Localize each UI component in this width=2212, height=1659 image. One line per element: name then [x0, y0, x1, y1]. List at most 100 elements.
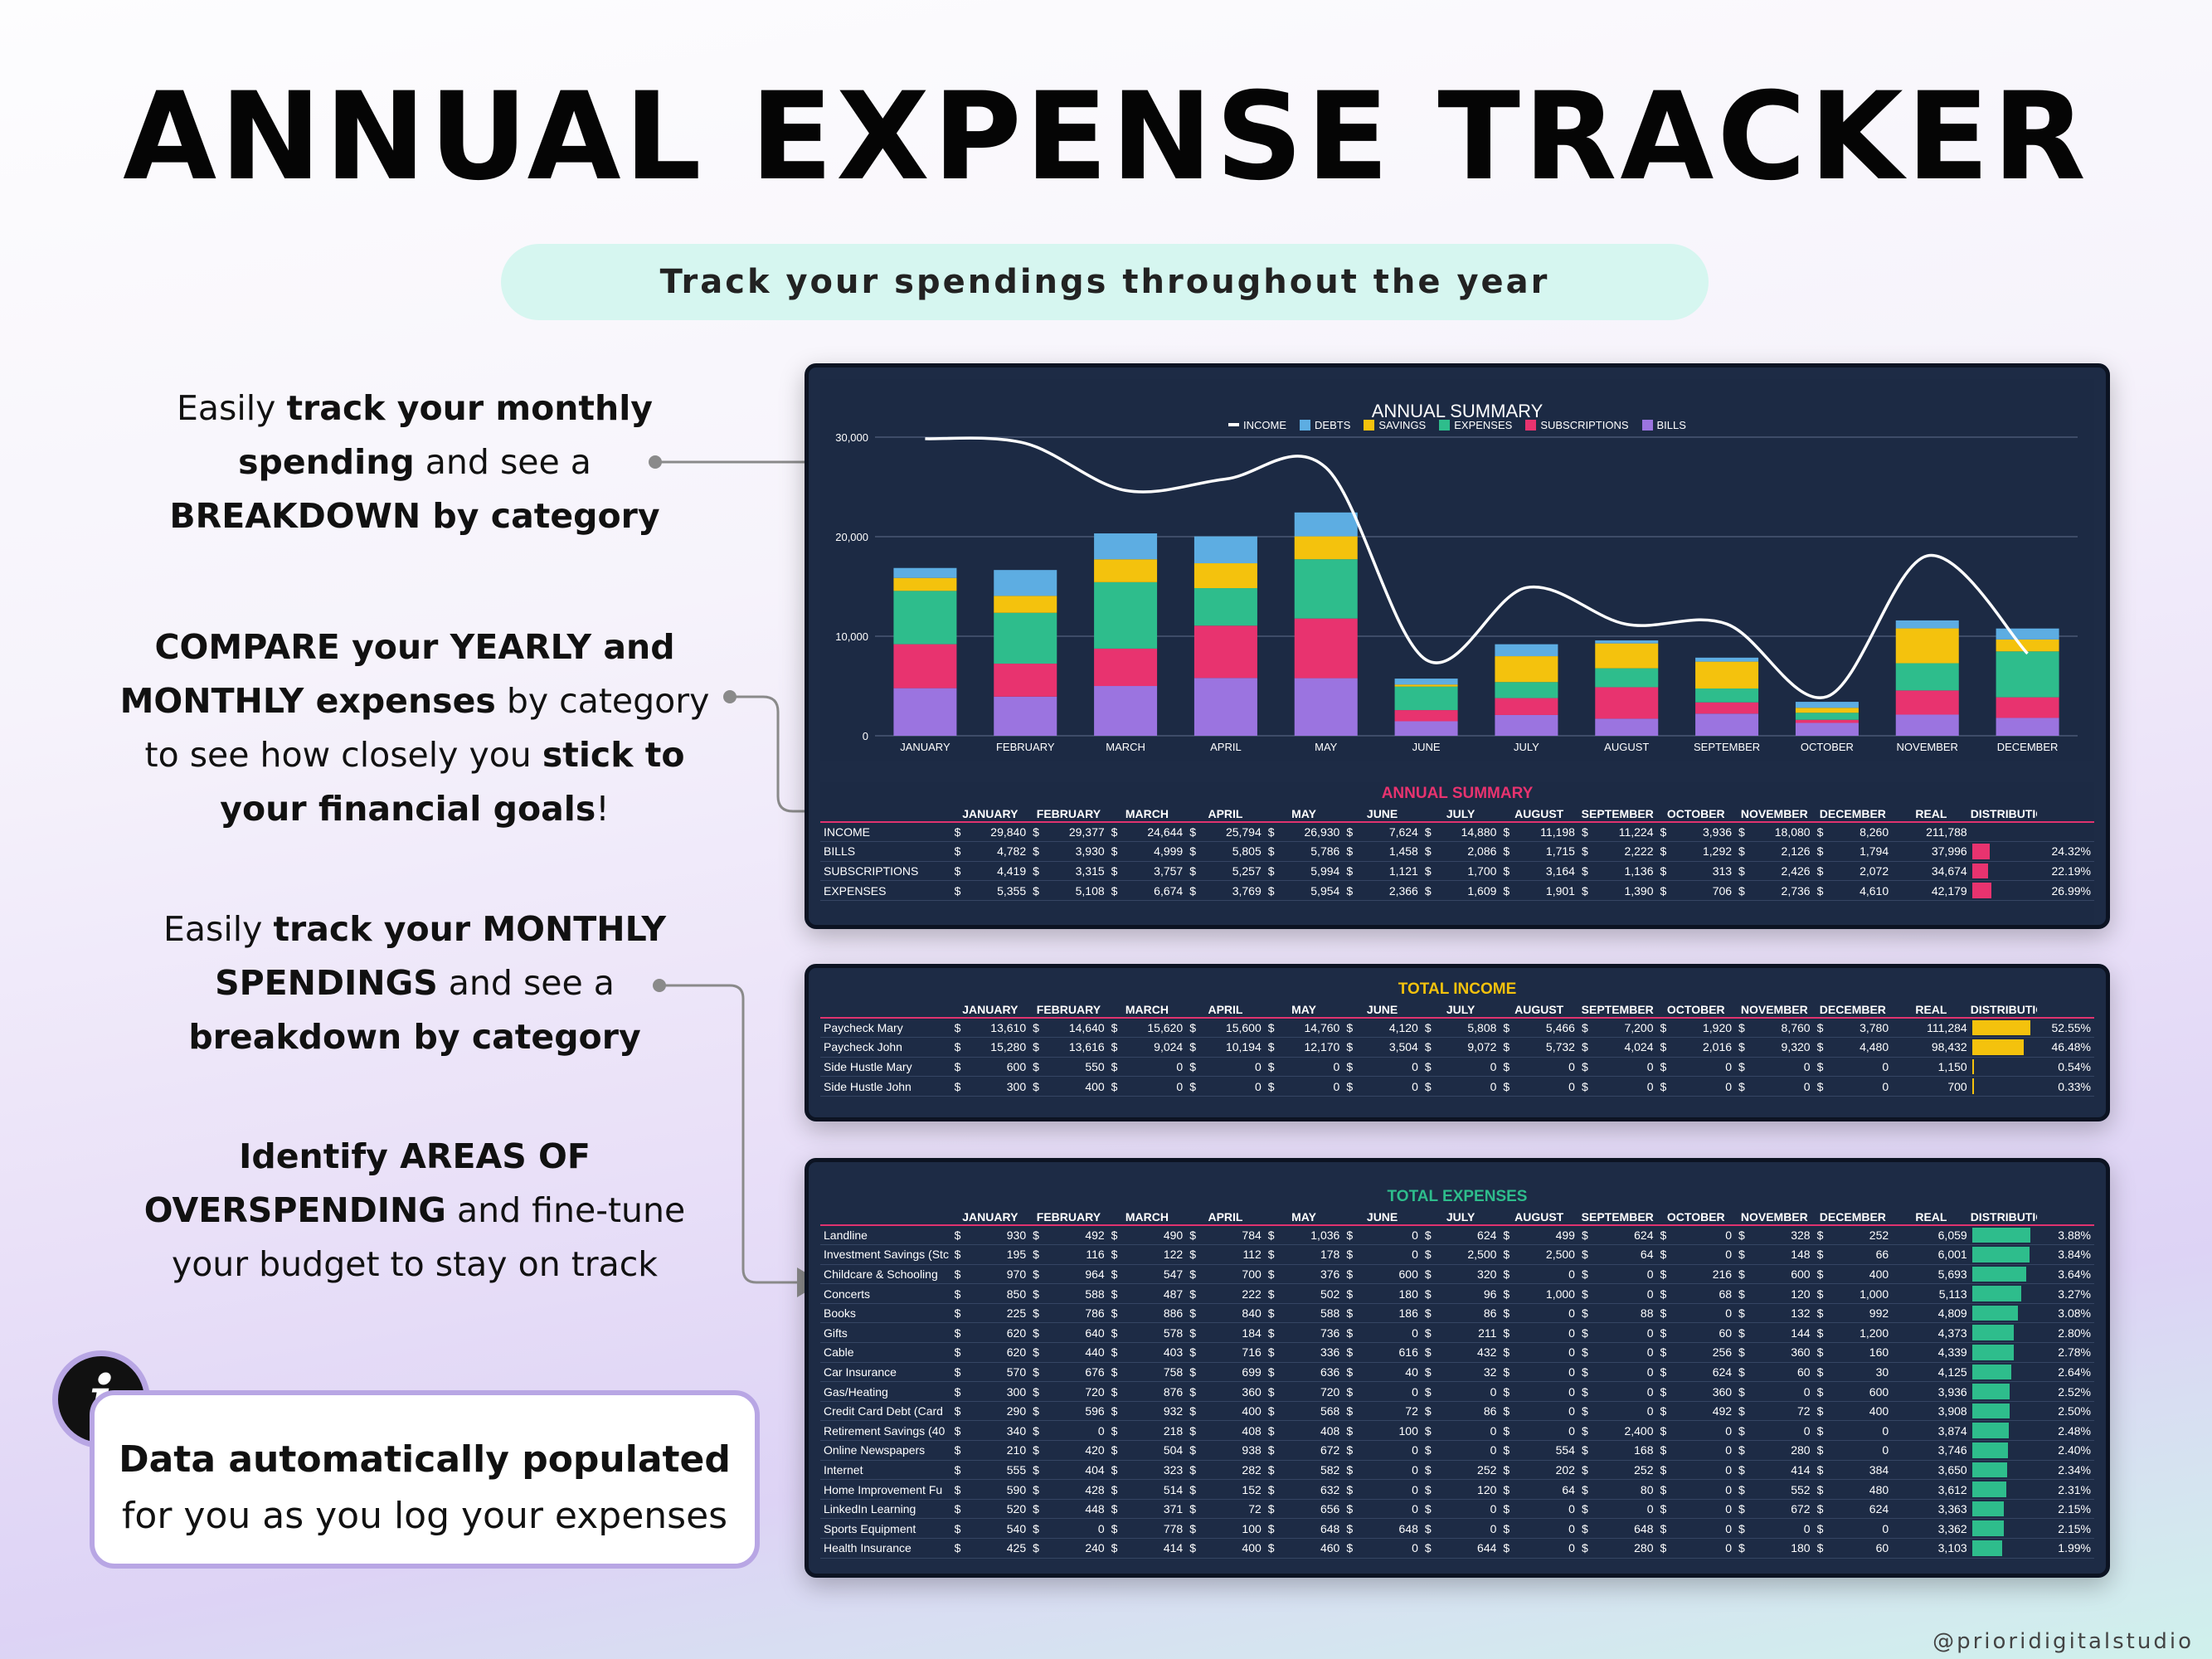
cell-value: $15,600 [1186, 1018, 1265, 1039]
bar-subscriptions [1294, 618, 1358, 679]
feature-text: track your monthly [286, 388, 654, 428]
amount: 0 [1725, 1462, 1733, 1477]
cell-value: $0 [1656, 1479, 1736, 1500]
cell-value: $1,390 [1578, 880, 1657, 901]
cell-value: $122 [1107, 1244, 1187, 1265]
currency-symbol: $ [1267, 864, 1275, 878]
amount: 1,609 [1467, 883, 1497, 898]
amount: 2,426 [1781, 864, 1811, 878]
amount: 0 [1568, 1267, 1575, 1281]
table-row: INCOME $29,840 $29,377 $24,644 $25,794 $26,93… [820, 822, 2094, 843]
cell-value: $2,500 [1421, 1244, 1500, 1265]
feature-text: stick to [542, 735, 685, 775]
currency-symbol: $ [1816, 1079, 1824, 1093]
currency-symbol: $ [1581, 1502, 1588, 1516]
amount: 9,320 [1781, 1040, 1811, 1054]
legend-swatch [1641, 420, 1653, 431]
cell-value: $0 [1343, 1244, 1422, 1265]
amount: 376 [1320, 1267, 1340, 1281]
cell-value: $0 [1343, 1499, 1422, 1520]
annual-summary-chart: 0 10,000 20,000 30,000 JANUARY FEBRUARY MARCH A… [835, 431, 2078, 753]
legend-item-savings: SAVINGS [1364, 419, 1426, 431]
cell-value: $1,901 [1500, 880, 1578, 901]
table-row: Gifts $620 $640 $578 $184 $736 $0 $211 $0 $0 $60 $1… [820, 1322, 2094, 1344]
currency-symbol: $ [1267, 825, 1275, 839]
cell-value: $1,136 [1578, 861, 1657, 882]
cell-value: $1,458 [1343, 841, 1422, 862]
amount: 0 [1490, 1521, 1497, 1535]
currency-symbol: $ [1033, 1345, 1039, 1360]
amount: 699 [1242, 1365, 1262, 1379]
cell-value: $29,840 [950, 822, 1030, 843]
currency-symbol: $ [1816, 1228, 1824, 1243]
currency-symbol: $ [1424, 1404, 1432, 1418]
currency-symbol: $ [1424, 1462, 1432, 1477]
legend-label: INCOME [1243, 419, 1287, 431]
cell-value: $620 [950, 1342, 1030, 1363]
currency-symbol: $ [1267, 1059, 1275, 1073]
table-row: Side Hustle Mary $600 $550 $0 $0 $0 $0 $0 $0 $0 $0… [820, 1057, 2094, 1078]
bar-debts [1094, 533, 1158, 560]
cell-value: $256 [1656, 1342, 1736, 1363]
distribution-percent: 2.48% [2036, 1420, 2094, 1442]
currency-symbol: $ [1346, 1306, 1354, 1321]
x-tick-label: JULY [1514, 741, 1539, 753]
amount: 0 [1097, 1521, 1105, 1535]
currency-symbol: $ [1267, 1423, 1275, 1438]
amount: 186 [1398, 1306, 1418, 1321]
amount: 0 [1333, 1079, 1340, 1093]
cell-value: $24,644 [1107, 822, 1187, 843]
currency-symbol: $ [1581, 1267, 1588, 1281]
feature-track-spendings: Easily track your MONTHLY SPENDINGS and s… [100, 902, 730, 1064]
cell-value: $676 [1029, 1362, 1108, 1383]
annual-summary-panel: ANNUAL SUMMARY INCOME DEBTS SAVINGS EXPENSE… [805, 363, 2110, 929]
real-total: 1,150 [1892, 1057, 1971, 1078]
cell-value: $0 [1813, 1076, 1893, 1097]
currency-symbol: $ [1189, 1306, 1197, 1321]
column-header: SEPTEMBER [1578, 1001, 1657, 1019]
cell-value: $6,674 [1107, 880, 1187, 901]
column-header: JUNE [1343, 805, 1422, 823]
table-header-row: JANUARY FEBRUARY MARCH APRIL MAY JUNE JULY AUGU… [820, 805, 2094, 823]
amount: 0 [1646, 1059, 1654, 1073]
column-header: JUNE [1343, 1209, 1422, 1226]
distribution-bar [1971, 1020, 2030, 1036]
cell-value: $96 [1421, 1283, 1500, 1304]
distribution-percent: 2.40% [2036, 1440, 2094, 1461]
cell-value: $582 [1264, 1460, 1344, 1481]
column-header: JANUARY [950, 1209, 1030, 1226]
page-title: ANNUAL EXPENSE TRACKER [123, 66, 2089, 207]
cell-value: $0 [1578, 1362, 1657, 1383]
legend-item-bills: BILLS [1641, 419, 1686, 431]
bar-bills [994, 696, 1057, 736]
currency-symbol: $ [1111, 1306, 1118, 1321]
cell-value: $0 [1813, 1518, 1893, 1539]
currency-symbol: $ [1189, 1345, 1197, 1360]
bar-bills [1595, 718, 1659, 736]
currency-symbol: $ [1503, 1228, 1510, 1243]
amount: 0 [1412, 1443, 1418, 1457]
cell-value: $64 [1578, 1244, 1657, 1265]
cell-value: $448 [1029, 1499, 1108, 1520]
currency-symbol: $ [1189, 844, 1197, 859]
cell-value: $5,257 [1186, 861, 1265, 882]
currency-symbol: $ [1346, 1287, 1354, 1301]
amount: 632 [1320, 1482, 1340, 1496]
amount: 5,805 [1232, 844, 1262, 859]
row-label: Investment Savings (Stc [820, 1244, 951, 1265]
real-total: 5,113 [1892, 1283, 1971, 1304]
legend-label: SUBSCRIPTIONS [1540, 419, 1629, 431]
amount: 656 [1320, 1502, 1340, 1516]
feature-text: OVERSPENDING [143, 1190, 446, 1230]
distribution-percent: 46.48% [2036, 1037, 2094, 1058]
distribution-cell [1970, 1362, 2037, 1383]
cell-value: $5,732 [1500, 1037, 1578, 1058]
currency-symbol: $ [1816, 1521, 1824, 1535]
callout-line-1: Data automatically populated [119, 1438, 731, 1481]
cell-value: $0 [1500, 1518, 1578, 1539]
amount: 86 [1483, 1404, 1497, 1418]
cell-value: $252 [1421, 1460, 1500, 1481]
currency-symbol: $ [954, 1040, 961, 1054]
currency-symbol: $ [1189, 1521, 1197, 1535]
cell-value: $300 [950, 1076, 1030, 1097]
